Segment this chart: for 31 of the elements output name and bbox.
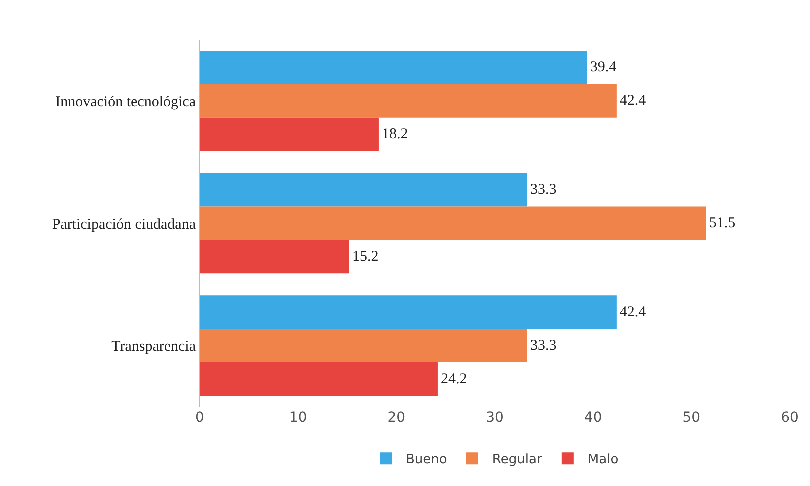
bar bbox=[200, 118, 379, 152]
data-label: 42.4 bbox=[620, 93, 647, 110]
x-tick-label: 10 bbox=[289, 410, 308, 426]
legend-label: Regular bbox=[492, 452, 543, 468]
x-tick-label: 60 bbox=[781, 410, 799, 426]
bar bbox=[200, 84, 617, 118]
y-tick-label: Innovación tecnológica bbox=[56, 94, 196, 110]
data-label: 42.4 bbox=[620, 304, 647, 320]
x-tick-label: 20 bbox=[388, 410, 406, 426]
x-tick-label: 40 bbox=[584, 410, 602, 426]
data-label: 33.3 bbox=[530, 338, 557, 354]
x-tick-label: 30 bbox=[486, 410, 504, 426]
data-label: 24.2 bbox=[440, 371, 468, 388]
x-tick-label: 0 bbox=[196, 410, 204, 426]
bar bbox=[200, 206, 706, 240]
bar bbox=[200, 296, 617, 330]
bar bbox=[200, 240, 350, 274]
y-tick-label: Transparencia bbox=[112, 339, 196, 356]
legend-label: Malo bbox=[588, 452, 619, 468]
bar bbox=[200, 173, 528, 207]
data-label: 39.4 bbox=[590, 60, 618, 76]
legend-label: Bueno bbox=[406, 452, 448, 468]
bar bbox=[200, 329, 528, 363]
x-tick-label: 50 bbox=[682, 410, 701, 426]
bar bbox=[200, 362, 438, 396]
bar bbox=[200, 51, 588, 84]
data-label: 15.2 bbox=[352, 248, 379, 265]
data-label: 33.3 bbox=[530, 182, 557, 198]
data-label: 51.5 bbox=[709, 216, 736, 232]
y-tick-label: Participación ciudadana bbox=[52, 216, 196, 233]
data-label: 18.2 bbox=[382, 126, 408, 143]
